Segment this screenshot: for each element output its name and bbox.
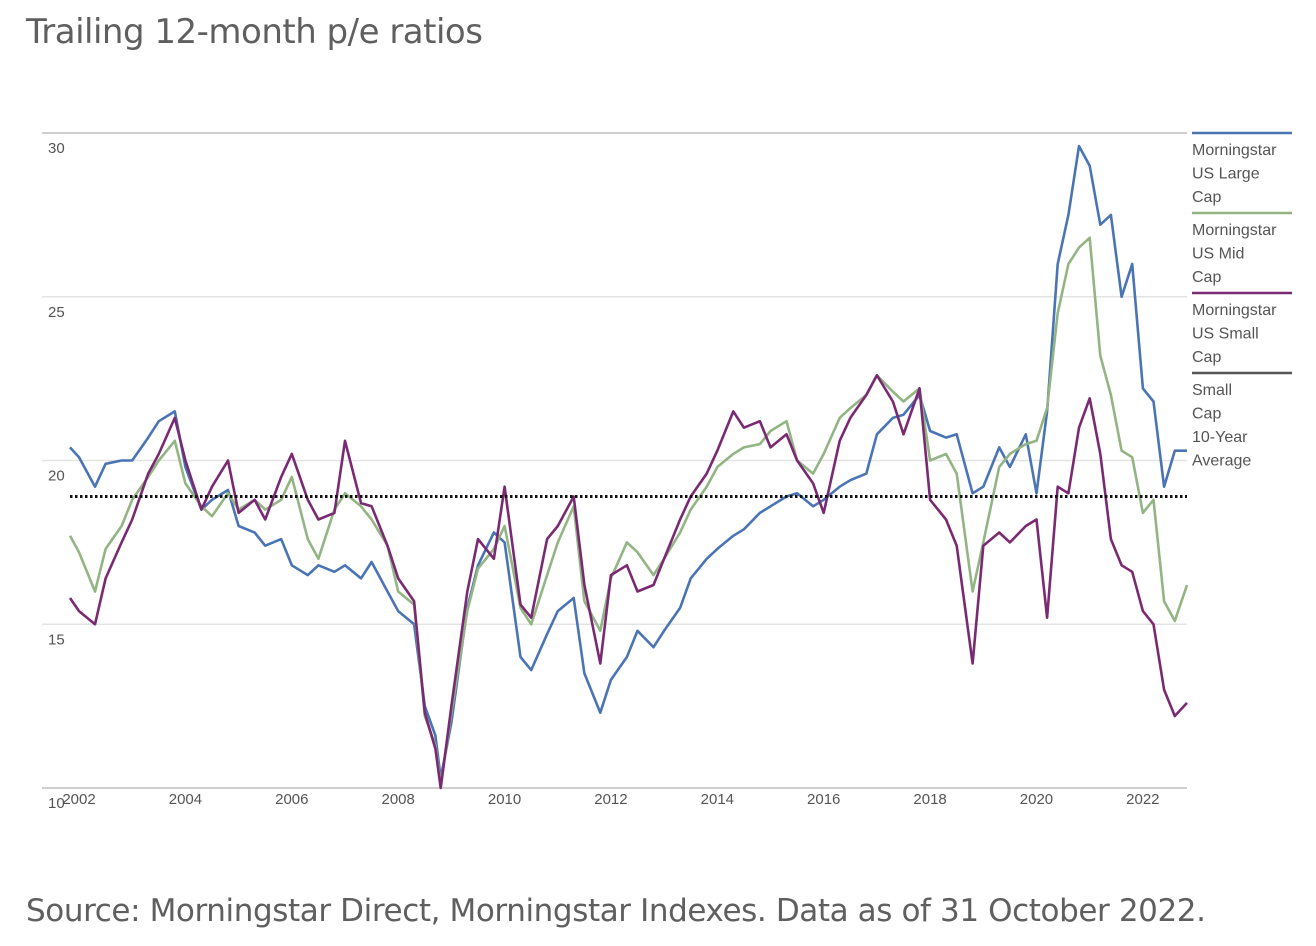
x-tick-label: 2016 — [807, 791, 840, 808]
x-tick-label: 2012 — [594, 791, 627, 808]
y-tick-label: 25 — [48, 304, 65, 321]
x-tick-label: 2008 — [381, 791, 414, 808]
series-lines — [68, 144, 1189, 790]
y-tick-label: 15 — [48, 631, 65, 648]
x-tick-label: 2006 — [275, 791, 308, 808]
legend-label: Morningstar — [1192, 302, 1277, 319]
series-line-small-cap — [68, 373, 1188, 790]
legend-label: Cap — [1192, 349, 1221, 366]
gridlines — [42, 132, 1187, 789]
x-tick-label: 2020 — [1020, 791, 1053, 808]
legend: Morningstar US Large Cap Morningstar US Mid C… — [1192, 131, 1292, 470]
source-note: Source: Morningstar Direct, Morningstar … — [26, 893, 1206, 929]
x-tick-label: 2010 — [488, 791, 521, 808]
legend-label: Cap — [1192, 406, 1221, 423]
x-tick-label: 2018 — [913, 791, 946, 808]
legend-label: Cap — [1192, 269, 1221, 286]
y-axis-ticks: 30 25 20 15 10 — [48, 140, 65, 812]
x-tick-label: 2014 — [701, 791, 734, 808]
legend-label: Average — [1192, 453, 1251, 470]
legend-label: Morningstar — [1192, 142, 1277, 159]
legend-label: Small — [1192, 382, 1232, 399]
x-tick-label: 2002 — [62, 791, 95, 808]
legend-label: US Large — [1192, 166, 1260, 183]
chart-title: Trailing 12-month p/e ratios — [26, 12, 483, 52]
y-tick-label: 20 — [48, 468, 65, 485]
legend-label: US Small — [1192, 326, 1259, 343]
series-line-large-cap — [69, 144, 1187, 780]
legend-label: Cap — [1192, 189, 1221, 206]
x-tick-label: 2022 — [1126, 791, 1159, 808]
legend-label: US Mid — [1192, 246, 1244, 263]
y-tick-label: 10 — [48, 795, 65, 812]
x-tick-label: 2004 — [169, 791, 202, 808]
legend-label: 10-Year — [1192, 429, 1248, 446]
x-axis-ticks: 2002 2004 2006 2008 2010 2012 2014 2016 2018 2020… — [62, 791, 1159, 808]
series-line-mid-cap — [68, 236, 1189, 787]
y-tick-label: 30 — [48, 140, 65, 157]
legend-label: Morningstar — [1192, 222, 1277, 239]
